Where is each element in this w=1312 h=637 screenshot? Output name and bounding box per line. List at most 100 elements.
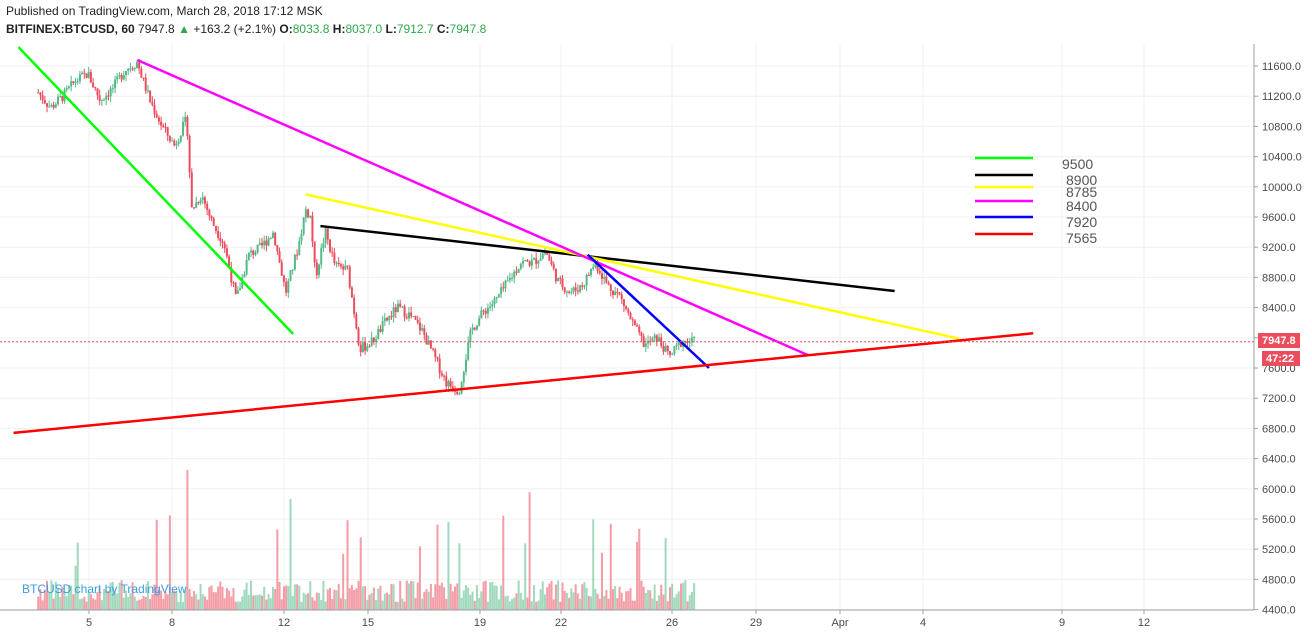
x-tick-label: 9 bbox=[1059, 617, 1065, 629]
candle-body bbox=[579, 285, 582, 292]
candle-body bbox=[418, 322, 421, 331]
candle-body bbox=[48, 106, 51, 108]
volume-bar bbox=[296, 584, 299, 610]
volume-bar bbox=[682, 582, 685, 610]
volume-bar bbox=[660, 584, 663, 610]
y-tick-label: 8400.0 bbox=[1262, 303, 1296, 315]
candle-body bbox=[65, 88, 68, 90]
candle-body bbox=[221, 241, 224, 244]
volume-bar bbox=[596, 593, 599, 610]
volume-bar bbox=[144, 596, 147, 610]
candle-body bbox=[322, 243, 325, 249]
volume-bar bbox=[184, 589, 187, 610]
candle-body bbox=[353, 297, 356, 315]
volume-bar bbox=[162, 598, 165, 610]
candle-body bbox=[304, 209, 307, 218]
volume-bar bbox=[151, 594, 154, 610]
candle-body bbox=[208, 209, 211, 216]
candle-body bbox=[72, 81, 75, 83]
volume-bar bbox=[353, 590, 356, 610]
candle-body bbox=[243, 274, 246, 278]
volume-bar bbox=[684, 580, 687, 610]
volume-bar bbox=[287, 586, 290, 610]
candle-body bbox=[173, 140, 176, 146]
candle-body bbox=[379, 329, 382, 332]
candle-body bbox=[315, 262, 318, 276]
time-axis[interactable]: 5 8 12 15 19 22 26 29 Apr 4 9 12 bbox=[0, 609, 1254, 629]
y-tick-label: 9600.0 bbox=[1262, 212, 1296, 224]
volume-bar bbox=[322, 580, 325, 610]
symbol-label[interactable]: BITFINEX:BTCUSD, 60 bbox=[6, 22, 135, 36]
candle-body bbox=[346, 265, 349, 267]
candle-body bbox=[653, 335, 656, 339]
volume-bar bbox=[103, 588, 106, 610]
price-axis[interactable]: 11600.0 11200.0 10800.0 10400.0 10000.0 9600.… bbox=[1253, 44, 1302, 617]
low-label: L: bbox=[385, 22, 397, 36]
candle-body bbox=[162, 125, 165, 128]
candle-body bbox=[302, 217, 305, 235]
volume-bar bbox=[662, 594, 665, 610]
volume-bar bbox=[456, 583, 459, 610]
candle-body bbox=[149, 90, 152, 102]
volume-bar bbox=[271, 586, 274, 610]
y-tick-label: 4400.0 bbox=[1262, 605, 1296, 617]
volume-bar bbox=[552, 599, 555, 610]
candle-body bbox=[557, 278, 560, 282]
volume-bar bbox=[622, 601, 625, 610]
legend-label: 8400 bbox=[1066, 198, 1097, 214]
volume-bar bbox=[688, 595, 691, 610]
volume-bar bbox=[54, 581, 57, 610]
volume-bar bbox=[425, 589, 428, 610]
watermark[interactable]: BTCUSD chart by TradingView bbox=[22, 582, 187, 596]
candle-body bbox=[43, 100, 46, 104]
candle-body bbox=[309, 215, 312, 218]
volume-bar bbox=[532, 585, 535, 610]
volume-bar bbox=[293, 584, 296, 610]
candle-body bbox=[500, 287, 503, 295]
candle-body bbox=[355, 314, 358, 329]
volume-bar bbox=[370, 592, 373, 610]
volume-bar bbox=[142, 595, 145, 610]
volume-bar bbox=[600, 552, 603, 610]
volume-bar bbox=[208, 586, 211, 610]
volume-bar bbox=[243, 589, 246, 610]
volume-bar bbox=[138, 599, 141, 610]
trend-lines[interactable] bbox=[13, 46, 1034, 435]
volume-bar bbox=[140, 599, 143, 610]
y-tick-label: 7200.0 bbox=[1262, 393, 1296, 405]
volume-bar bbox=[100, 600, 103, 610]
candle-body bbox=[282, 275, 285, 282]
candle-body bbox=[443, 375, 446, 377]
volume-bar bbox=[350, 585, 353, 610]
volume-bar bbox=[451, 591, 454, 610]
candle-body bbox=[252, 250, 255, 255]
candle-body bbox=[611, 290, 614, 295]
volume-bar bbox=[149, 599, 152, 610]
volume-bar bbox=[546, 587, 549, 610]
volume-bar bbox=[61, 587, 64, 610]
candle-body bbox=[693, 336, 696, 338]
symbol-ohlc-line: BITFINEX:BTCUSD, 60 7947.8 ▲ +163.2 (+2.… bbox=[6, 22, 486, 36]
trend-line-8900 bbox=[320, 224, 895, 293]
candle-body bbox=[192, 207, 195, 209]
close-label: C: bbox=[436, 22, 450, 36]
volume-bar bbox=[592, 519, 595, 610]
volume-bar bbox=[219, 581, 222, 610]
volume-bar bbox=[355, 588, 358, 610]
volume-bar bbox=[274, 589, 277, 610]
volume-bar bbox=[63, 591, 66, 610]
candle-body bbox=[203, 197, 206, 204]
candle-body bbox=[662, 345, 665, 352]
candle-body bbox=[513, 271, 516, 278]
volume-bar bbox=[611, 589, 614, 610]
candle-body bbox=[177, 141, 180, 144]
candle-body bbox=[563, 287, 566, 292]
volume-bar bbox=[199, 584, 202, 610]
volume-bar bbox=[530, 601, 533, 610]
candle-body bbox=[447, 381, 450, 387]
candle-body bbox=[368, 346, 371, 348]
volume-bar bbox=[418, 546, 421, 610]
volume-bar bbox=[548, 583, 551, 610]
volume-bar bbox=[94, 599, 97, 610]
